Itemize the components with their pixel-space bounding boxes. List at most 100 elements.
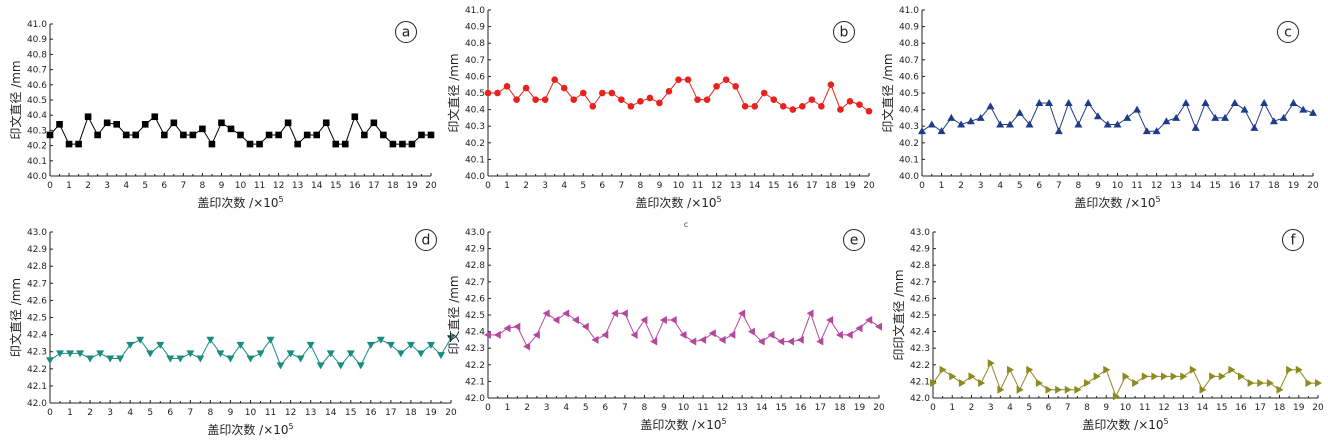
y-tick-label: 42.3 (465, 344, 485, 354)
data-point (206, 336, 215, 344)
panel-label-circle (833, 21, 855, 43)
x-tick-label: 2 (958, 181, 964, 191)
x-tick-label: 7 (622, 403, 628, 413)
data-point (303, 131, 311, 139)
data-point (689, 337, 697, 346)
data-point (503, 324, 511, 333)
x-tick-label: 13 (736, 403, 747, 413)
data-point (949, 372, 957, 381)
data-point (1112, 392, 1120, 401)
y-tick-label: 40.5 (465, 89, 485, 99)
data-point (918, 127, 926, 135)
data-point (532, 330, 540, 339)
x-tick-label: 14 (756, 403, 768, 413)
x-tick-label: 5 (583, 403, 589, 413)
data-point (1103, 365, 1111, 374)
data-point (1260, 98, 1269, 106)
x-tick-label: 13 (1170, 181, 1181, 191)
data-point (699, 335, 707, 344)
data-point (541, 96, 549, 103)
data-point (570, 96, 578, 103)
data-point (1093, 372, 1101, 381)
y-tick-label: 40.1 (465, 155, 485, 165)
data-point (316, 362, 325, 370)
data-point (126, 341, 135, 349)
y-axis-title: 印印文直径 /mm (891, 269, 906, 360)
y-tick-label: 42.4 (910, 328, 930, 338)
data-point (46, 357, 54, 365)
y-tick-label: 40.1 (899, 155, 919, 165)
data-point (789, 106, 797, 113)
data-point (532, 96, 539, 103)
data-point (1209, 372, 1217, 381)
x-tick-label: 9 (1103, 403, 1109, 413)
data-point (650, 337, 658, 346)
data-point (930, 379, 937, 388)
data-point (513, 96, 520, 103)
x-tick-label: 0 (485, 181, 491, 191)
panel-label-circle (415, 229, 437, 251)
data-point (1295, 365, 1303, 374)
y-tick-label: 42.6 (910, 294, 930, 304)
data-point (640, 315, 648, 324)
x-tick-label: 19 (425, 408, 437, 418)
x-tick-label: 20 (425, 181, 437, 191)
data-point (1015, 108, 1024, 116)
x-tick-label: 7 (180, 181, 186, 191)
x-tick-label: 5 (1026, 403, 1032, 413)
data-point (106, 355, 115, 363)
panel-label-circle (395, 21, 417, 43)
data-point (630, 330, 638, 339)
y-tick-label: 42.6 (465, 294, 485, 304)
y-tick-label: 42.9 (27, 245, 47, 255)
data-point (978, 379, 986, 388)
x-tick-label: 17 (1249, 181, 1260, 191)
data-point (346, 350, 355, 358)
data-point (1005, 120, 1014, 128)
data-point (1045, 385, 1053, 394)
data-point (1279, 113, 1288, 121)
y-tick-label: 40.2 (899, 139, 919, 149)
data-point (296, 355, 305, 363)
data-point (684, 76, 692, 84)
data-point (1045, 98, 1054, 106)
x-tick-label: 20 (1312, 403, 1324, 413)
data-point (939, 365, 947, 374)
x-tick-label: 15 (345, 408, 356, 418)
panel-label: b (840, 25, 849, 41)
x-axis-title: 盖印次数 /×105 (635, 195, 721, 210)
y-tick-label: 42.8 (465, 261, 485, 271)
y-tick-label: 42.0 (27, 399, 47, 409)
x-tick-label: 13 (292, 181, 303, 191)
x-tick-label: 4 (123, 181, 129, 191)
x-tick-label: 10 (1112, 181, 1124, 191)
data-point (875, 322, 882, 331)
data-point (276, 362, 285, 370)
data-point (151, 113, 159, 121)
y-tick-label: 40.3 (27, 126, 47, 136)
data-point (826, 315, 834, 324)
data-point (968, 372, 976, 381)
series-line (932, 361, 1318, 398)
data-point (1152, 127, 1161, 135)
data-point (1276, 385, 1284, 394)
data-point (1221, 113, 1230, 121)
data-point (161, 131, 168, 139)
data-point (237, 131, 244, 139)
y-tick-label: 40.7 (465, 56, 485, 66)
x-tick-label: 8 (208, 408, 214, 418)
x-tick-label: 18 (834, 403, 846, 413)
data-point (1218, 372, 1226, 381)
data-point (976, 113, 985, 121)
data-point (937, 127, 946, 135)
x-tick-label: 16 (365, 408, 377, 418)
y-tick-label: 40.5 (27, 96, 47, 106)
data-point (1289, 98, 1298, 106)
data-point (1103, 120, 1112, 128)
x-tick-label: 19 (854, 403, 866, 413)
data-point (56, 350, 65, 358)
data-point (189, 131, 197, 139)
x-tick-label: 11 (1139, 403, 1150, 413)
y-axis-title: 印文直径 /mm (446, 275, 461, 354)
panel-label: e (850, 233, 859, 249)
